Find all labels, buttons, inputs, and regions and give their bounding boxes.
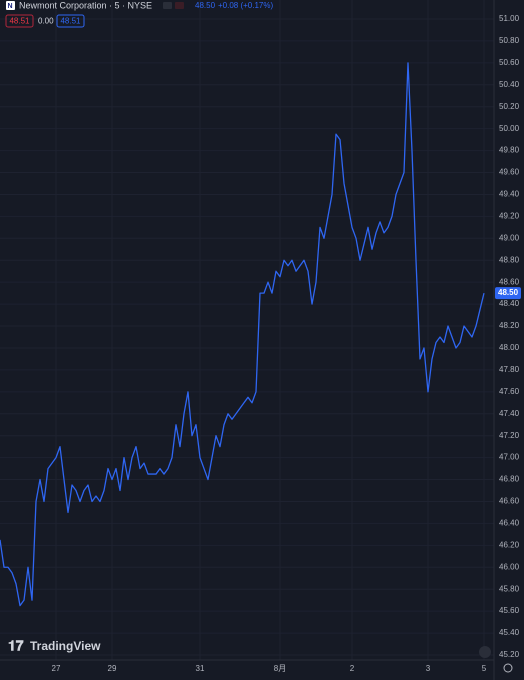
y-tick-label: 45.40	[499, 628, 520, 637]
settings-icon[interactable]	[503, 663, 513, 673]
y-tick-label: 47.00	[499, 453, 520, 462]
price-tag-bg	[495, 287, 521, 300]
chart-title: Newmont Corporation · 5 · NYSE	[19, 0, 152, 10]
plot	[0, 62, 485, 607]
last-price: 48.50	[195, 1, 216, 10]
y-tick-label: 51.00	[499, 14, 520, 23]
y-tick-label: 50.20	[499, 102, 520, 111]
y-tick-label: 45.80	[499, 584, 520, 593]
y-tick-label: 50.80	[499, 36, 520, 45]
price-tag: 48.50	[498, 288, 519, 297]
grid	[0, 0, 494, 660]
x-tick-label: 8月	[274, 664, 286, 673]
y-tick-label: 46.80	[499, 475, 520, 484]
y-tick-label: 49.80	[499, 146, 520, 155]
x-tick-label: 31	[196, 664, 205, 673]
x-tick-label: 3	[426, 664, 431, 673]
y-tick-label: 50.40	[499, 80, 520, 89]
y-tick-label: 47.20	[499, 431, 520, 440]
y-tick-label: 46.00	[499, 562, 520, 571]
y-tick-label: 48.20	[499, 321, 520, 330]
y-tick-label: 46.40	[499, 519, 520, 528]
y-tick-label: 48.60	[499, 277, 520, 286]
brand-logo: 𝟏𝟕	[8, 638, 24, 654]
brand: TradingView	[30, 639, 101, 653]
symbol-logo	[6, 1, 15, 10]
symbol-logo-letter: N	[8, 3, 13, 10]
y-tick-label: 46.20	[499, 540, 520, 549]
y-tick-label: 48.40	[499, 299, 520, 308]
y-tick-label: 47.40	[499, 409, 520, 418]
button[interactable]	[163, 2, 172, 9]
y-tick-label: 49.20	[499, 211, 520, 220]
y-tick-label: 47.80	[499, 365, 520, 374]
y-tick-label: 48.00	[499, 343, 520, 352]
button[interactable]	[175, 2, 184, 9]
y-tick-label: 49.40	[499, 190, 520, 199]
spread: 0.00	[38, 17, 54, 26]
ask[interactable]: 48.51	[60, 17, 81, 26]
y-tick-label: 50.60	[499, 58, 520, 67]
price-change: +0.08 (+0.17%)	[218, 1, 273, 10]
y-tick-label: 45.60	[499, 606, 520, 615]
x-tick-label: 5	[482, 664, 487, 673]
y-tick-label: 49.60	[499, 168, 520, 177]
y-tick-label: 47.60	[499, 387, 520, 396]
y-tick-label: 45.20	[499, 650, 520, 659]
bid[interactable]: 48.51	[9, 17, 30, 26]
x-tick-label: 29	[108, 664, 117, 673]
y-tick-label: 46.60	[499, 497, 520, 506]
y-tick-label: 50.00	[499, 124, 520, 133]
y-tick-label: 49.00	[499, 233, 520, 242]
y-tick-label: 48.80	[499, 255, 520, 264]
buy-box[interactable]	[56, 14, 85, 28]
sell-box[interactable]	[5, 14, 34, 28]
price-line	[0, 62, 485, 607]
x-tick-label: 2	[350, 664, 355, 673]
x-tick-label: 27	[52, 664, 61, 673]
replay-icon[interactable]	[479, 646, 491, 658]
